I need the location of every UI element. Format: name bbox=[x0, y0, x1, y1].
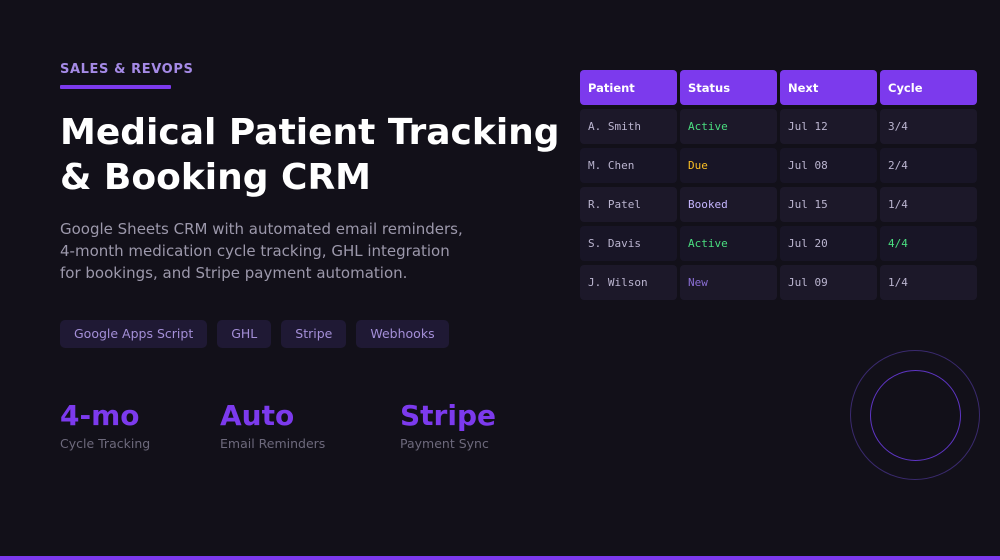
patient-table: Patient Status Next Cycle A. Smith Activ… bbox=[580, 70, 977, 300]
header-cycle: Cycle bbox=[880, 70, 977, 105]
title-line-2: & Booking CRM bbox=[60, 157, 372, 198]
eyebrow-underline bbox=[60, 85, 171, 89]
cell-cycle: 1/4 bbox=[880, 187, 977, 222]
decorative-ring-inner bbox=[870, 370, 961, 461]
cell-status: Due bbox=[680, 148, 777, 183]
cell-next: Jul 20 bbox=[780, 226, 877, 261]
cell-next: Jul 12 bbox=[780, 109, 877, 144]
cell-status: Active bbox=[680, 226, 777, 261]
stat-value: Auto bbox=[220, 399, 295, 432]
tag-ghl: GHL bbox=[217, 320, 272, 348]
header-next: Next bbox=[780, 70, 877, 105]
tech-tags: Google Apps Script GHL Stripe Webhooks bbox=[60, 320, 449, 348]
cell-next: Jul 08 bbox=[780, 148, 877, 183]
tag-stripe: Stripe bbox=[281, 320, 347, 348]
stat-value: Stripe bbox=[400, 399, 496, 432]
description-line-1: Google Sheets CRM with automated email r… bbox=[60, 220, 463, 238]
cell-patient: R. Patel bbox=[580, 187, 677, 222]
description-line-2: 4-month medication cycle tracking, GHL i… bbox=[60, 242, 450, 260]
header-status: Status bbox=[680, 70, 777, 105]
cell-cycle: 2/4 bbox=[880, 148, 977, 183]
description-line-3: for bookings, and Stripe payment automat… bbox=[60, 264, 408, 282]
cell-cycle: 3/4 bbox=[880, 109, 977, 144]
stat-label: Cycle Tracking bbox=[60, 436, 151, 451]
cell-patient: A. Smith bbox=[580, 109, 677, 144]
cell-next: Jul 15 bbox=[780, 187, 877, 222]
header-patient: Patient bbox=[580, 70, 677, 105]
cell-next: Jul 09 bbox=[780, 265, 877, 300]
cell-status: Booked bbox=[680, 187, 777, 222]
cell-cycle: 4/4 bbox=[880, 226, 977, 261]
bottom-accent-bar bbox=[0, 556, 1000, 560]
decorative-ring-outer bbox=[850, 350, 980, 480]
stat-label: Email Reminders bbox=[220, 436, 326, 451]
cell-status: Active bbox=[680, 109, 777, 144]
tag-webhooks: Webhooks bbox=[356, 320, 449, 348]
cell-patient: M. Chen bbox=[580, 148, 677, 183]
cell-status: New bbox=[680, 265, 777, 300]
title-line-1: Medical Patient Tracking bbox=[60, 112, 560, 153]
stat-payment-sync: Stripe Payment Sync bbox=[400, 398, 496, 451]
stat-value: 4-mo bbox=[60, 399, 140, 432]
page-title: Medical Patient Tracking & Booking CRM bbox=[60, 110, 580, 200]
cell-cycle: 1/4 bbox=[880, 265, 977, 300]
cell-patient: S. Davis bbox=[580, 226, 677, 261]
cell-patient: J. Wilson bbox=[580, 265, 677, 300]
description: Google Sheets CRM with automated email r… bbox=[60, 218, 480, 284]
tag-google-apps-script: Google Apps Script bbox=[60, 320, 208, 348]
stat-label: Payment Sync bbox=[400, 436, 489, 451]
stat-cycle-tracking: 4-mo Cycle Tracking bbox=[60, 398, 150, 451]
stat-email-reminders: Auto Email Reminders bbox=[220, 398, 325, 451]
eyebrow-label: SALES & REVOPS bbox=[60, 62, 194, 77]
